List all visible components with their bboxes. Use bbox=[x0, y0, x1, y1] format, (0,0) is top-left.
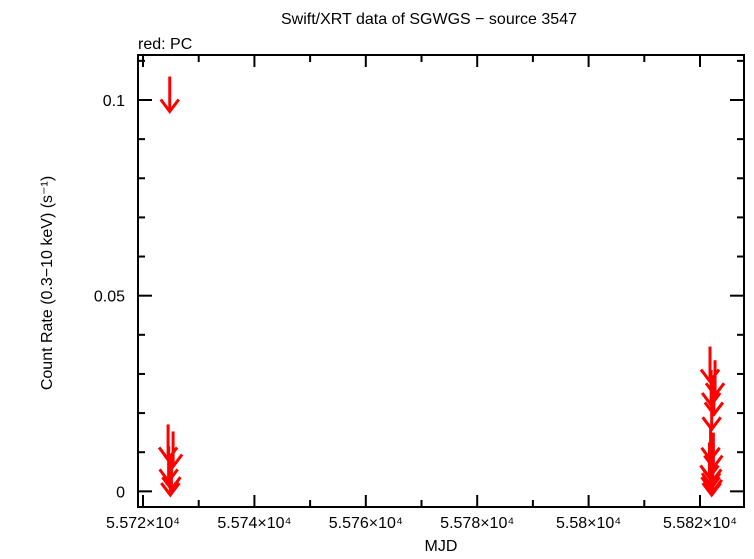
y-tick-label: 0.1 bbox=[103, 93, 125, 110]
y-tick-label: 0 bbox=[116, 484, 125, 501]
upper-limit-arrow bbox=[160, 460, 181, 498]
arrow-head bbox=[701, 482, 722, 498]
plot-frame bbox=[137, 54, 745, 508]
x-tick-label: 5.572×10⁴ bbox=[106, 515, 180, 532]
upper-limit-arrow bbox=[703, 379, 725, 417]
y-tick-label: 0.05 bbox=[94, 289, 125, 306]
upper-limit-arrow bbox=[159, 76, 180, 115]
x-tick-label: 5.576×10⁴ bbox=[329, 515, 403, 532]
arrow-head bbox=[159, 98, 180, 115]
x-tick-label: 5.578×10⁴ bbox=[440, 515, 514, 532]
y-axis-label: Count Rate (0.3−10 keV) (s⁻¹) bbox=[39, 176, 56, 390]
arrow-head bbox=[158, 468, 179, 484]
x-axis-label: MJD bbox=[425, 538, 458, 554]
x-tick-label: 5.58×10⁴ bbox=[556, 515, 621, 532]
arrow-head bbox=[160, 482, 181, 498]
upper-limit-arrow bbox=[158, 446, 179, 484]
upper-limit-arrow bbox=[162, 431, 184, 469]
x-tick-label: 5.574×10⁴ bbox=[217, 515, 291, 532]
arrow-head bbox=[162, 453, 184, 469]
x-tick-label: 5.582×10⁴ bbox=[663, 515, 737, 532]
chart-title: Swift/XRT data of SGWGS − source 3547 bbox=[281, 11, 577, 28]
arrow-head bbox=[703, 401, 725, 417]
upper-limit-arrow bbox=[701, 460, 722, 498]
chart-subtitle: red: PC bbox=[138, 36, 192, 53]
